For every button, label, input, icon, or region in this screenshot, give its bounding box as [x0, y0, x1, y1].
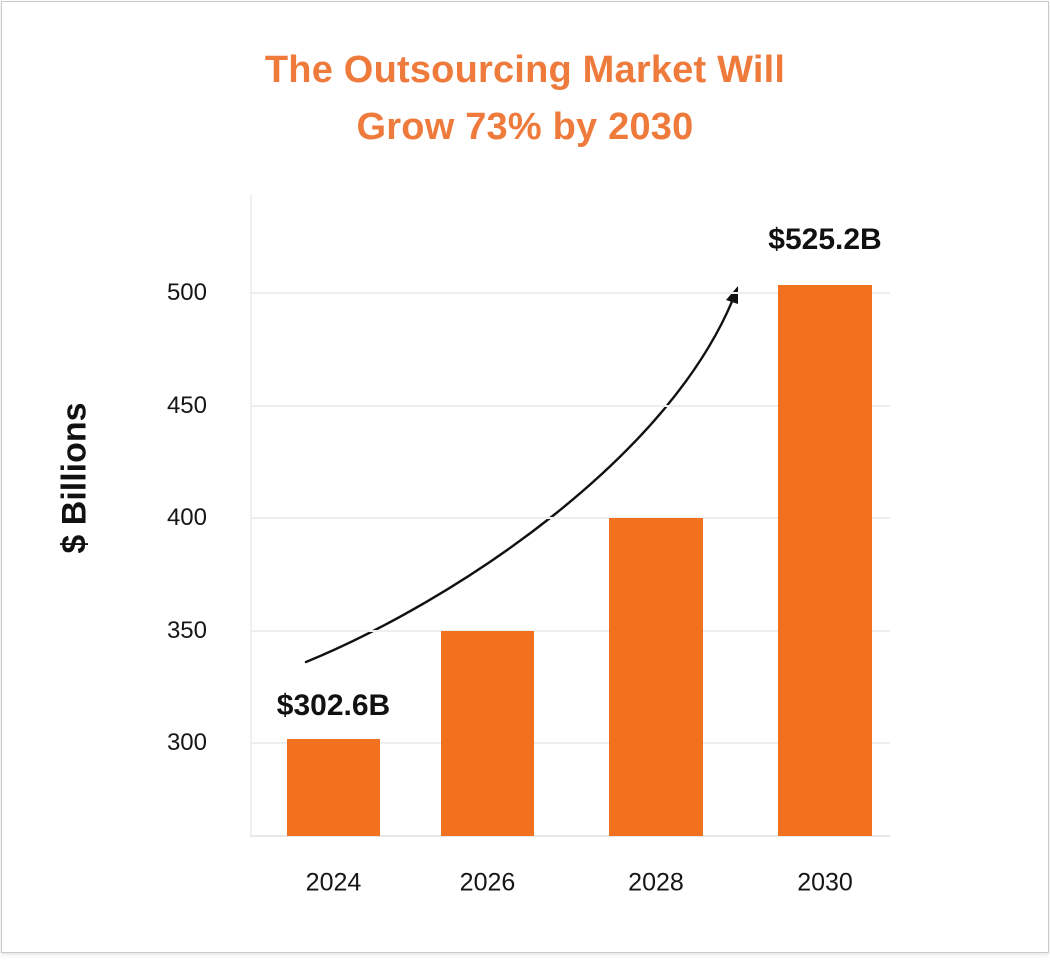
y-tick-label-400: 400: [166, 504, 207, 532]
y-axis-line: [250, 195, 252, 836]
bar-2024: [286, 738, 380, 836]
y-gridline-300: [251, 742, 890, 745]
bar-value-label-2030: $525.2B: [768, 223, 882, 257]
chart-title-line2: Grow 73% by 2030: [356, 106, 694, 148]
y-gridline-400: [251, 517, 890, 520]
x-tick-label-2030: 2030: [797, 868, 853, 897]
x-tick-label-2026: 2026: [459, 868, 516, 897]
bar-2030: [778, 285, 872, 836]
bar-2026: [440, 630, 534, 836]
chart-title: The Outsourcing Market Will Grow 73% by …: [2, 42, 1048, 156]
x-tick-label-2028: 2028: [628, 868, 684, 897]
y-axis-title: $ Billions: [55, 402, 94, 554]
y-gridline-500: [251, 292, 890, 295]
y-gridline-450: [251, 404, 890, 407]
x-axis-line: [250, 835, 890, 837]
y-tick-label-300: 300: [166, 729, 207, 757]
y-gridline-350: [251, 629, 890, 632]
y-tick-label-350: 350: [166, 616, 207, 644]
chart-title-line1: The Outsourcing Market Will: [264, 49, 786, 91]
y-tick-label-450: 450: [166, 391, 207, 419]
x-tick-label-2024: 2024: [305, 868, 362, 897]
bar-value-label-2024: $302.6B: [276, 688, 391, 722]
bar-2028: [609, 518, 703, 836]
y-tick-label-500: 500: [166, 279, 207, 307]
growth-arrowhead-icon: [726, 286, 738, 304]
